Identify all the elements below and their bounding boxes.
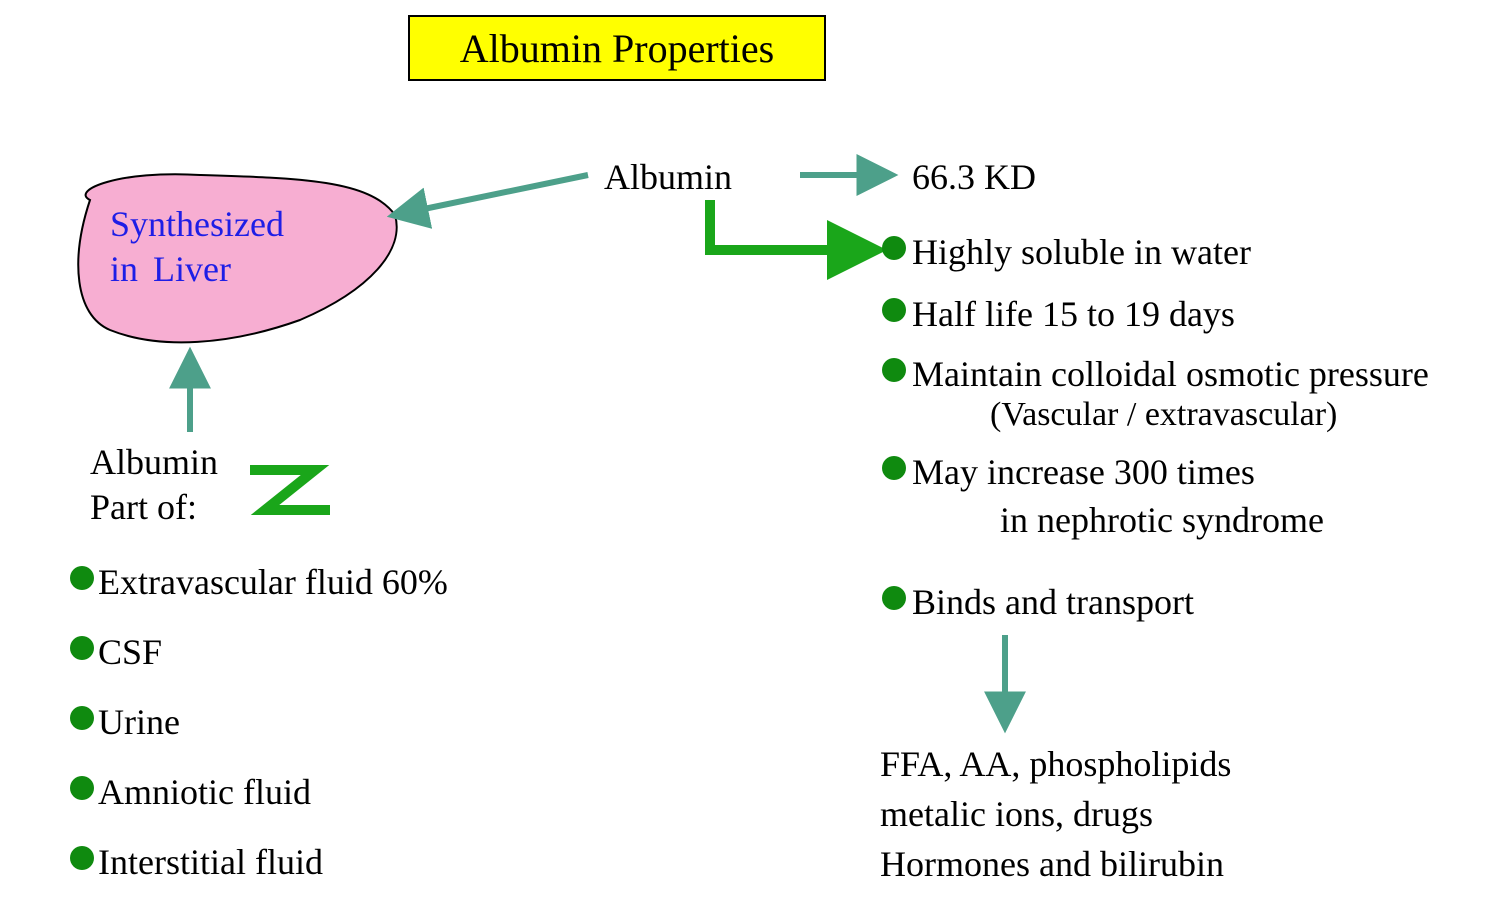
property-item: Highly soluble in water bbox=[912, 230, 1251, 275]
transport-line: FFA, AA, phospholipids bbox=[880, 742, 1231, 787]
liver-text-line3: Liver bbox=[153, 249, 231, 289]
left-list-item: Amniotic fluid bbox=[98, 770, 311, 815]
bullet-dot bbox=[70, 776, 94, 800]
arrow-elbow-albumin-properties bbox=[710, 200, 875, 250]
left-section-heading: Albumin Part of: bbox=[90, 440, 218, 530]
left-heading-line2: Part of: bbox=[90, 487, 197, 527]
bullet-dot bbox=[882, 358, 906, 382]
zigzag-partof bbox=[250, 470, 330, 510]
left-list-item: CSF bbox=[98, 630, 162, 675]
title-box: Albumin Properties bbox=[408, 15, 826, 81]
bullet-dot bbox=[70, 846, 94, 870]
albumin-center-label: Albumin bbox=[604, 155, 732, 200]
property-item: Binds and transport bbox=[912, 580, 1194, 625]
liver-text-line2: in bbox=[110, 249, 138, 289]
bullet-dot bbox=[882, 298, 906, 322]
bullet-dot bbox=[70, 636, 94, 660]
left-list-item: Interstitial fluid bbox=[98, 840, 323, 885]
bullet-dot bbox=[882, 586, 906, 610]
left-list-item: Extravascular fluid 60% bbox=[98, 560, 448, 605]
liver-text-line1: Synthesized bbox=[110, 204, 284, 244]
property-item: Half life 15 to 19 days bbox=[912, 292, 1235, 337]
left-heading-line1: Albumin bbox=[90, 442, 218, 482]
bullet-dot bbox=[882, 456, 906, 480]
property-item: May increase 300 times bbox=[912, 450, 1255, 495]
property-item: Maintain colloidal osmotic pressure bbox=[912, 352, 1429, 397]
molecular-weight-label: 66.3 KD bbox=[912, 155, 1036, 200]
bullet-dot bbox=[70, 706, 94, 730]
title-text: Albumin Properties bbox=[460, 25, 774, 72]
bullet-dot bbox=[70, 566, 94, 590]
left-list-item: Urine bbox=[98, 700, 180, 745]
transport-line: Hormones and bilirubin bbox=[880, 842, 1224, 887]
arrow-albumin-to-liver bbox=[395, 175, 588, 215]
liver-label: Synthesized in Liver bbox=[110, 202, 284, 292]
arrows-group bbox=[190, 175, 1005, 725]
bullet-dot bbox=[882, 236, 906, 260]
transport-line: metalic ions, drugs bbox=[880, 792, 1153, 837]
property-sub-nephrotic: in nephrotic syndrome bbox=[1000, 498, 1324, 543]
property-sub-osmotic: (Vascular / extravascular) bbox=[990, 394, 1337, 437]
